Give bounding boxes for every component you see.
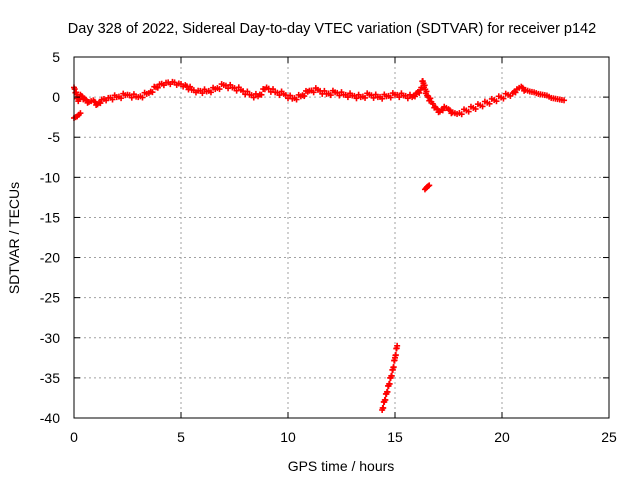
x-tick-label: 10	[280, 429, 296, 445]
data-point	[458, 111, 465, 118]
data-point	[149, 89, 156, 96]
data-point	[425, 183, 432, 190]
x-tick-label: 0	[70, 429, 78, 445]
data-point	[472, 106, 479, 113]
axis-ticks: 0 5 10 15 20 25 5 0 -5 -10 -15 -20 -25 -30 -35 -40	[40, 49, 617, 445]
data-point	[396, 94, 403, 101]
data-point	[512, 89, 519, 96]
y-tick-label: -25	[40, 290, 60, 306]
x-tick-label: 5	[177, 429, 185, 445]
data-point	[561, 97, 568, 104]
data-point	[301, 93, 308, 100]
y-tick-label: 0	[52, 89, 60, 105]
data-point	[293, 96, 300, 103]
data-point	[207, 89, 214, 96]
y-tick-label: -10	[40, 169, 60, 185]
data-point	[139, 94, 146, 101]
y-tick-label: -15	[40, 209, 60, 225]
x-axis-label: GPS time / hours	[288, 458, 395, 474]
y-tick-label: 5	[52, 49, 60, 65]
plot-frame	[73, 56, 610, 419]
data-point	[429, 100, 436, 107]
chart-title: Day 328 of 2022, Sidereal Day-to-day VTE…	[68, 21, 596, 37]
data-point	[493, 98, 500, 105]
data-point	[244, 88, 251, 95]
data-point	[392, 352, 399, 359]
data-points	[71, 78, 568, 413]
data-point	[384, 388, 391, 395]
data-point	[199, 90, 206, 97]
data-point	[500, 95, 507, 102]
data-point	[187, 83, 194, 90]
x-tick-label: 20	[494, 429, 510, 445]
y-tick-label: -40	[40, 410, 60, 426]
data-point	[439, 107, 446, 114]
data-point	[321, 87, 328, 94]
grid	[74, 57, 609, 418]
data-point	[486, 100, 493, 107]
data-point	[344, 94, 351, 101]
data-point	[394, 342, 401, 349]
data-point	[216, 86, 223, 93]
data-point	[379, 95, 386, 102]
data-point	[362, 94, 369, 101]
data-point	[380, 404, 387, 411]
data-point	[154, 84, 161, 91]
data-point	[382, 396, 389, 403]
y-tick-label: -5	[48, 129, 61, 145]
data-point	[287, 92, 294, 99]
data-point	[386, 380, 393, 387]
data-point	[276, 92, 283, 99]
data-point	[426, 182, 433, 189]
data-point	[404, 95, 411, 102]
data-point	[77, 110, 84, 117]
data-point	[97, 100, 104, 107]
data-point	[427, 95, 434, 102]
data-point	[416, 89, 423, 96]
data-point	[327, 92, 334, 99]
data-point	[465, 108, 472, 115]
y-tick-label: -20	[40, 250, 60, 266]
data-point	[353, 95, 360, 102]
data-point	[270, 86, 277, 93]
data-point	[109, 96, 116, 103]
data-point	[387, 94, 394, 101]
data-point	[128, 94, 135, 101]
x-tick-label: 15	[387, 429, 403, 445]
data-point	[310, 89, 317, 96]
data-point	[258, 91, 265, 98]
y-tick-label: -30	[40, 330, 60, 346]
y-axis-label: SDTVAR / TECUs	[6, 182, 22, 294]
data-point	[250, 94, 257, 101]
x-tick-label: 25	[601, 429, 617, 445]
data-point	[390, 364, 397, 371]
data-point	[411, 93, 418, 100]
y-tick-label: -35	[40, 370, 60, 386]
data-point	[479, 103, 486, 110]
data-point	[388, 372, 395, 379]
data-point	[118, 95, 125, 102]
